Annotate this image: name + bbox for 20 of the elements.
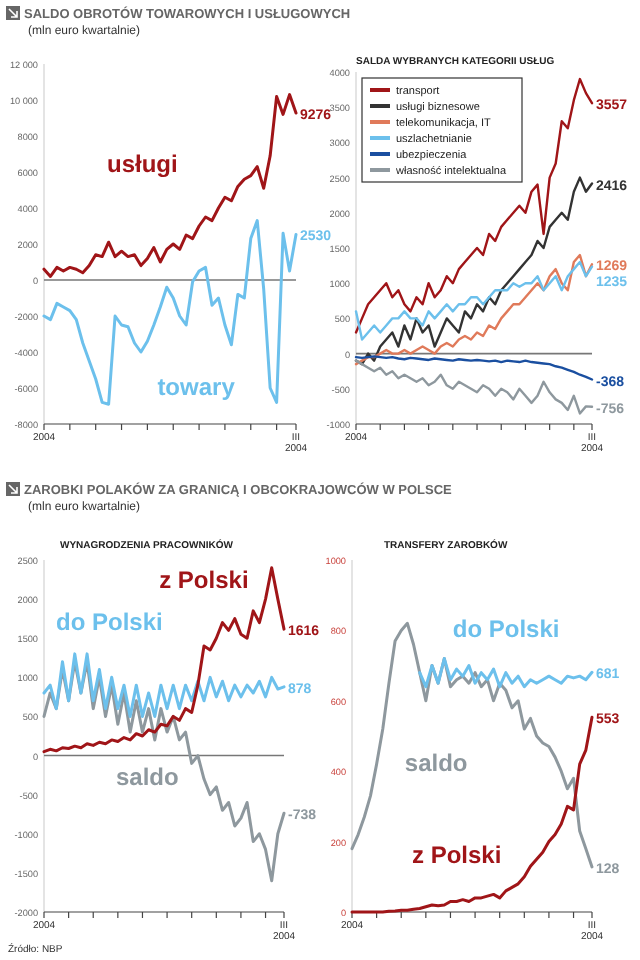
series-label: saldo <box>404 749 468 778</box>
line-series <box>354 260 594 341</box>
series-label: saldo <box>116 763 179 792</box>
line-series <box>42 566 286 754</box>
series-label: towary <box>157 373 236 402</box>
line-series <box>354 253 594 366</box>
series-label: z Polski <box>159 566 249 595</box>
line-series <box>42 219 298 406</box>
line-series <box>354 359 594 415</box>
line-series <box>350 621 594 869</box>
series-label: do Polski <box>56 608 163 637</box>
line-series <box>418 657 594 689</box>
series-label: do Polski <box>452 615 560 644</box>
line-series <box>350 715 594 914</box>
line-series <box>42 93 298 278</box>
series-label: usługi <box>107 150 178 178</box>
line-series <box>354 355 594 381</box>
series-label: z Polski <box>412 840 502 869</box>
line-series <box>42 652 286 718</box>
line-series <box>354 77 594 334</box>
